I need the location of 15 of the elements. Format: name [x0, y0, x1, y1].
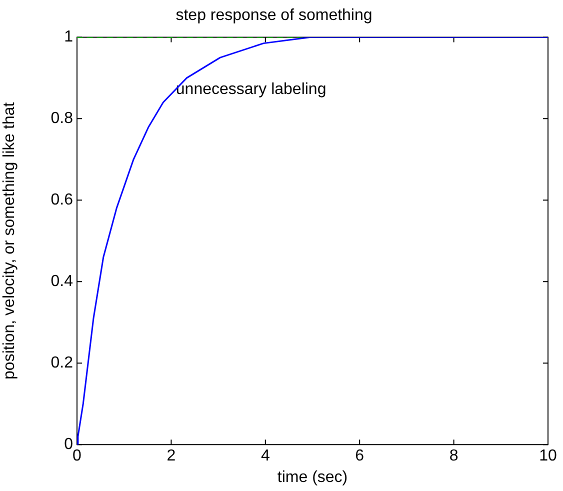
- chart-title: step response of something: [176, 7, 372, 24]
- y-tick-label: 1: [64, 28, 74, 46]
- y-tick-label: 0.2: [50, 354, 74, 372]
- y-tick-label: 0.6: [50, 192, 74, 209]
- x-tick-label: 4: [260, 448, 270, 465]
- annotation: unnecessary labeling: [176, 81, 326, 98]
- y-tick-label: 0.8: [50, 110, 74, 128]
- y-axis-title: position, velocity, or something like that: [1, 102, 18, 380]
- y-tick-label: 0: [64, 436, 74, 454]
- x-tick-label: 2: [166, 448, 176, 465]
- x-tick-label: 8: [449, 448, 458, 465]
- y-tick-label: 0.4: [50, 273, 74, 290]
- x-tick-label: 6: [355, 448, 364, 465]
- x-axis-title: time (sec): [277, 468, 348, 486]
- x-tick-label: 10: [539, 448, 557, 465]
